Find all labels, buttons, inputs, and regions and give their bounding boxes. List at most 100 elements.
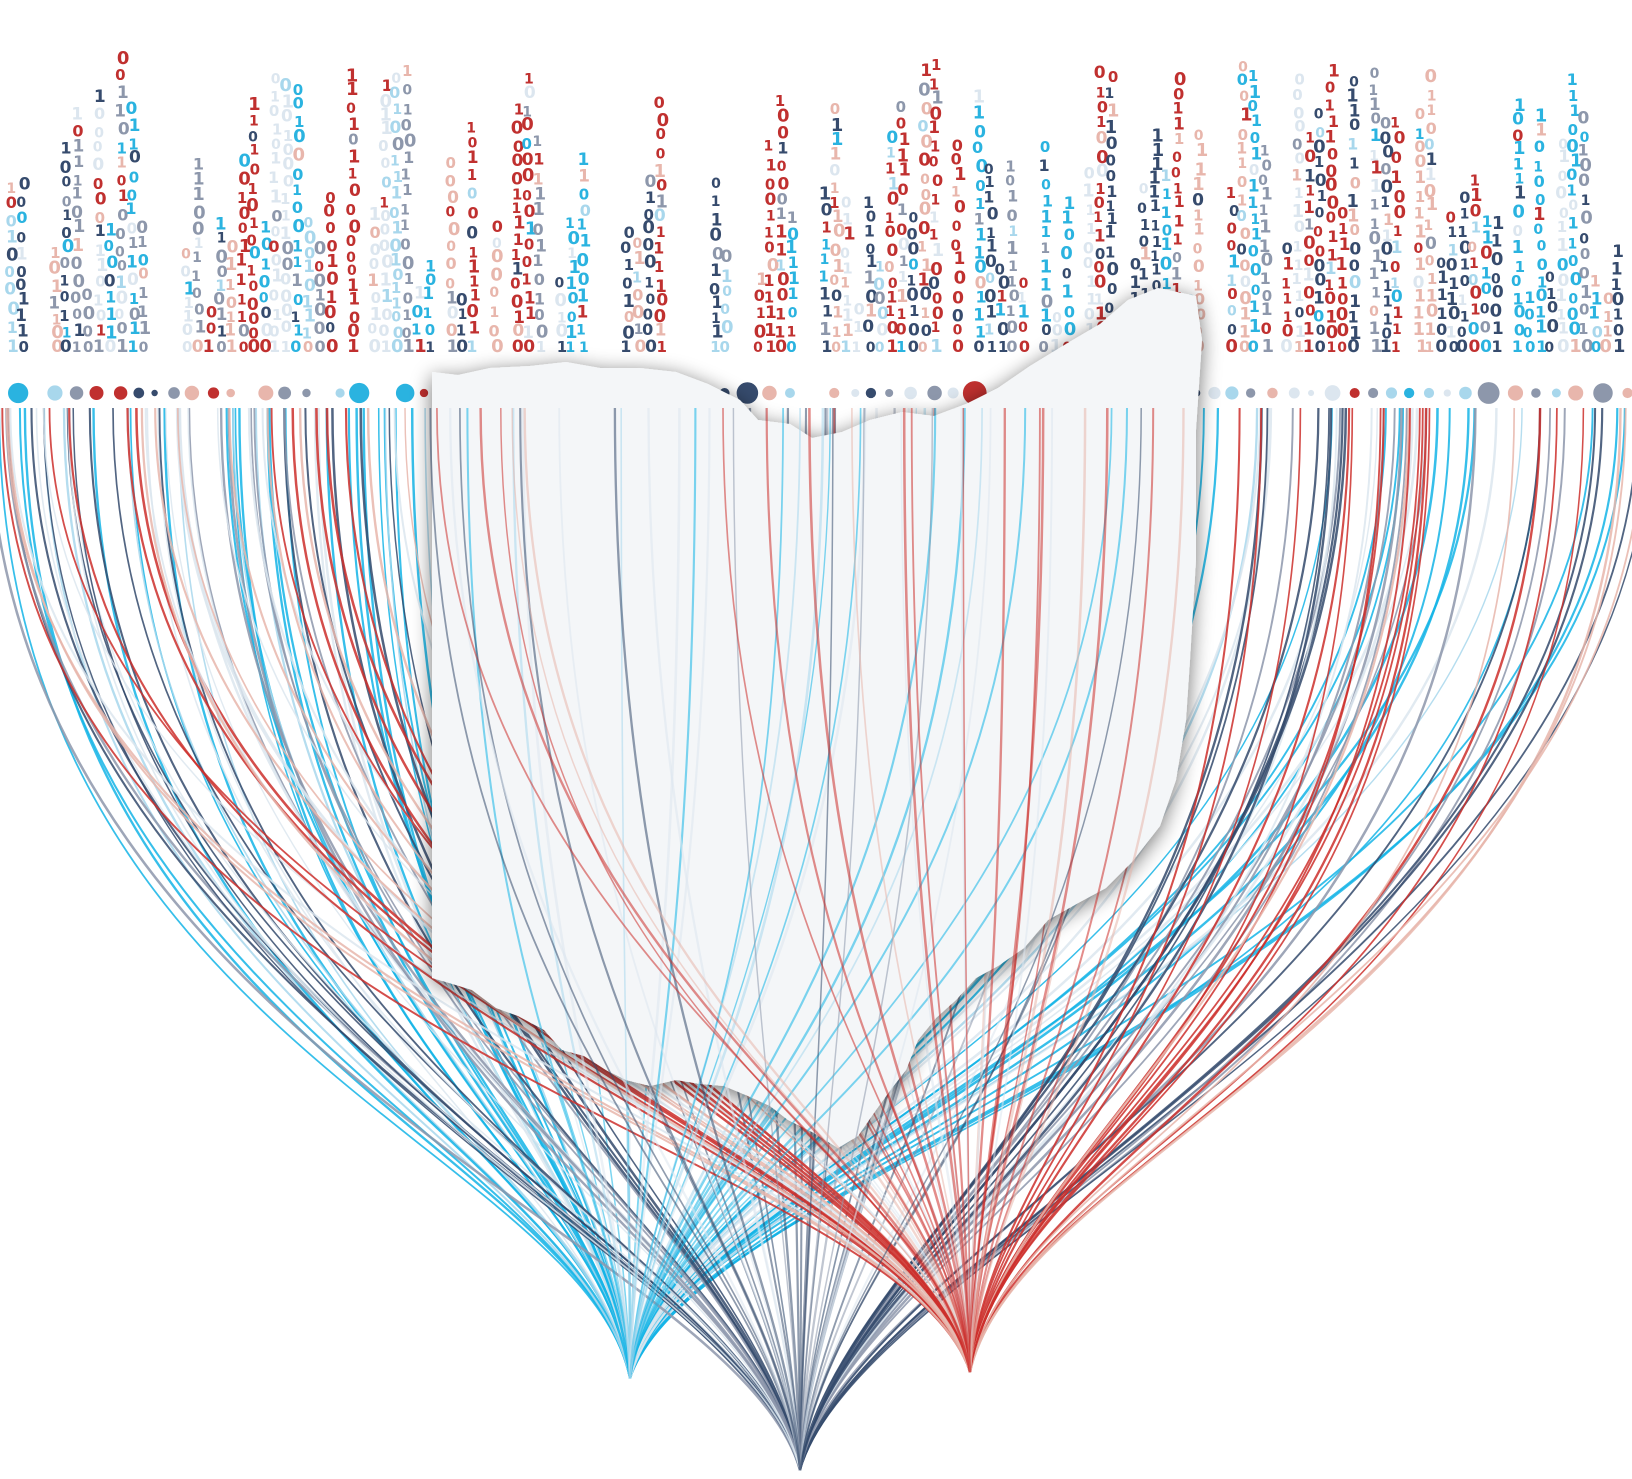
binary-digit: 0 [349,181,361,201]
binary-digit: 1 [1613,305,1623,323]
binary-digit: 0 [567,288,578,307]
binary-digit: 1 [1292,201,1305,222]
binary-digit: 0 [206,319,216,337]
binary-digit: 0 [1424,66,1437,87]
binary-digit: 0 [370,240,381,259]
binary-digit: 1 [984,173,994,191]
binary-digit: 0 [246,231,256,249]
binary-digit: 1 [975,322,986,341]
binary-digit: 1 [1382,226,1393,245]
binary-digit: 1 [347,336,360,357]
binary-digit: 0 [767,255,780,276]
fan-curve [436,407,971,1373]
binary-digit: 1 [920,61,932,81]
fan-curve [0,530,802,1471]
binary-digit: 0 [117,48,130,69]
binary-digit: 1 [93,292,103,310]
binary-digit: 1 [775,92,785,110]
binary-digit: 0 [83,338,93,356]
binary-digit: 0 [929,103,942,124]
binary-digit: 0 [16,208,27,227]
binary-digit: 1 [1226,184,1236,202]
binary-digit: 1 [1192,174,1205,195]
binary-digit: 0 [1568,198,1578,214]
binary-digit: 0 [445,276,455,292]
binary-digit: 0 [753,340,763,356]
dot [762,385,777,401]
fan-curve [512,407,632,1379]
binary-digit: 1 [1546,285,1556,303]
binary-digit: 1 [655,320,667,340]
fan-curve [219,407,802,1471]
binary-digit: 0 [1236,207,1246,225]
binary-digit: 1 [225,276,235,294]
binary-digit: 0 [401,115,412,134]
binary-digit: 1 [1612,242,1624,262]
binary-digit: 0 [83,303,96,324]
fan-curve [799,407,934,1471]
binary-digit: 1 [466,337,477,356]
binary-digit: 0 [642,217,655,238]
binary-digit: 0 [928,274,940,294]
binary-digit: 1 [987,338,997,356]
binary-digit: 1 [425,256,436,275]
binary-digit: 0 [1248,337,1259,356]
binary-digit: 1 [785,237,798,258]
dot [113,386,128,400]
binary-digit: 0 [326,268,339,289]
binary-digit: 1 [973,102,986,123]
binary-digit: 1 [536,338,546,356]
binary-digit: 0 [1613,321,1624,340]
binary-digit: 1 [1148,167,1161,188]
binary-digit: 1 [776,204,787,223]
binary-digit: 0 [919,198,932,219]
binary-digit: 0 [180,263,190,281]
binary-digit: 1 [59,273,69,289]
binary-digit: 1 [534,185,546,205]
binary-digit: 1 [525,218,538,239]
binary-digit: 0 [719,338,729,356]
binary-digit: 0 [873,275,885,295]
binary-digit: 0 [370,223,381,242]
binary-digit: 1 [788,253,799,272]
binary-digit: 1 [832,256,845,277]
binary-digit: 0 [1314,107,1324,123]
binary-digit: 1 [634,322,644,338]
binary-digit: 0 [271,137,281,153]
binary-digit: 1 [414,284,426,304]
binary-digit: 0 [345,201,355,219]
binary-digit: 1 [710,261,722,281]
binary-digit: 1 [1107,100,1120,121]
dot [335,388,345,398]
binary-digit: 1 [775,241,787,261]
binary-digit: 1 [1481,228,1494,249]
binary-digit: 0 [522,253,532,271]
binary-digit: 1 [567,246,577,262]
binary-digit: 1 [1042,192,1053,211]
binary-digit: 0 [281,317,292,336]
binary-digit: 1 [346,79,359,100]
binary-digit: 0 [1525,338,1535,356]
binary-digit: 0 [1227,304,1237,320]
binary-digit: 1 [1460,207,1470,223]
dot [69,386,84,400]
dot [1368,387,1379,399]
fan-curve [283,407,801,1471]
binary-digit: 1 [1150,196,1161,215]
binary-digit: 1 [1580,282,1593,303]
binary-digit: 1 [1294,289,1304,305]
binary-digit: 1 [1040,207,1052,227]
binary-digit: 1 [1448,274,1459,293]
binary-digit: 0 [83,322,93,340]
binary-digit: 1 [863,268,876,289]
binary-digit: 1 [1096,86,1106,102]
binary-digit: 0 [349,217,362,238]
binary-digit: 0 [635,337,647,357]
binary-digit: 0 [1249,161,1259,179]
dot [419,388,429,398]
binary-digit: 1 [522,323,534,343]
binary-digit: 0 [920,283,933,304]
binary-digit: 1 [1536,337,1547,356]
fan-curve [968,407,1241,1373]
